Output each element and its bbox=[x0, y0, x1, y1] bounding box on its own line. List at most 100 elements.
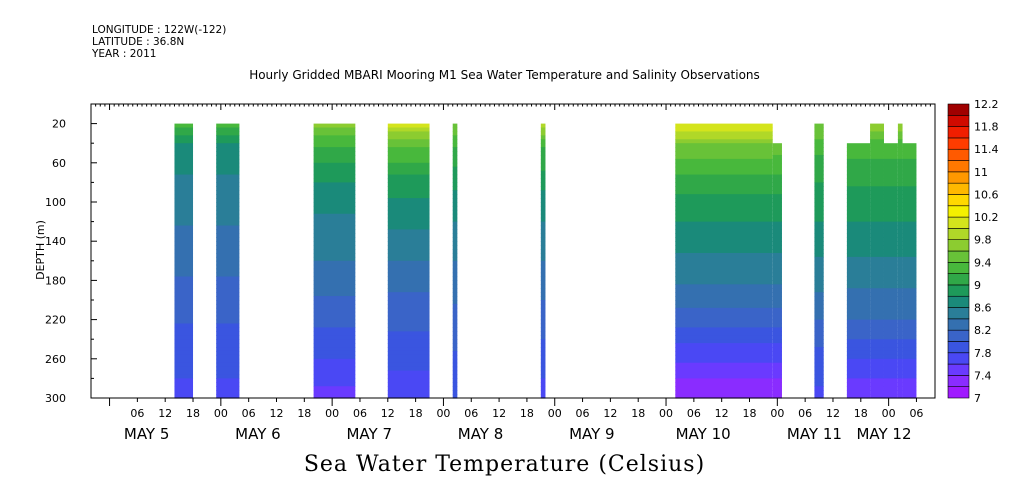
temperature-cell bbox=[313, 131, 356, 136]
temperature-cell bbox=[387, 221, 430, 227]
temperature-cell bbox=[814, 229, 824, 234]
temperature-cell bbox=[174, 225, 194, 231]
temperature-cell bbox=[313, 158, 356, 164]
temperature-cell bbox=[216, 158, 240, 164]
temperature-cell bbox=[883, 158, 898, 164]
temperature-cell bbox=[174, 307, 194, 313]
temperature-cell bbox=[216, 190, 240, 195]
temperature-cell bbox=[870, 154, 884, 160]
temperature-cell bbox=[846, 331, 871, 336]
colorbar-label: 8.2 bbox=[974, 324, 992, 337]
temperature-cell bbox=[313, 213, 356, 219]
temperature-cell bbox=[675, 174, 773, 180]
temperature-cell bbox=[814, 143, 824, 148]
colorbar-label: 8.6 bbox=[974, 302, 992, 315]
temperature-cell bbox=[814, 296, 824, 301]
temperature-cell bbox=[387, 217, 430, 223]
temperature-cell bbox=[174, 131, 194, 136]
temperature-cell bbox=[897, 264, 903, 270]
temperature-cell bbox=[897, 233, 903, 238]
temperature-cell bbox=[174, 249, 194, 254]
temperature-cell bbox=[452, 139, 458, 144]
temperature-cell bbox=[174, 194, 194, 199]
colorbar-swatch bbox=[947, 329, 970, 342]
temperature-cell bbox=[870, 245, 884, 250]
temperature-cell bbox=[814, 300, 824, 305]
temperature-cell bbox=[883, 209, 898, 215]
temperature-cell bbox=[883, 343, 898, 348]
temperature-cell bbox=[897, 139, 903, 144]
y-tick-label: 260 bbox=[45, 353, 66, 366]
temperature-cell bbox=[540, 151, 546, 156]
temperature-cell bbox=[870, 358, 884, 364]
temperature-cell bbox=[313, 292, 356, 297]
temperature-cell bbox=[883, 280, 898, 285]
temperature-cell bbox=[675, 205, 773, 211]
temperature-cell bbox=[870, 319, 884, 325]
temperature-cell bbox=[216, 237, 240, 242]
temperature-cell bbox=[814, 394, 824, 399]
temperature-cell bbox=[174, 209, 194, 215]
colorbar-label: 10.2 bbox=[974, 211, 999, 224]
temperature-cell bbox=[814, 327, 824, 332]
temperature-cell bbox=[772, 182, 782, 187]
temperature-cell bbox=[313, 366, 356, 372]
temperature-cell bbox=[540, 331, 546, 336]
temperature-cell bbox=[902, 154, 917, 160]
temperature-cell bbox=[174, 202, 194, 207]
temperature-cell bbox=[452, 241, 458, 246]
temperature-cell bbox=[174, 252, 194, 258]
temperature-cell bbox=[772, 198, 782, 203]
temperature-cell bbox=[452, 190, 458, 195]
temperature-cell bbox=[540, 303, 546, 309]
temperature-cell bbox=[772, 202, 782, 207]
temperature-cell bbox=[772, 280, 782, 285]
x-tick-label: 12 bbox=[381, 407, 395, 420]
x-tick-label: 00 bbox=[325, 407, 339, 420]
temperature-cell bbox=[540, 323, 546, 329]
temperature-cell bbox=[870, 151, 884, 156]
temperature-cell bbox=[216, 174, 240, 180]
temperature-cell bbox=[846, 166, 871, 172]
temperature-cell bbox=[772, 343, 782, 348]
temperature-cell bbox=[814, 147, 824, 152]
temperature-cell bbox=[387, 158, 430, 164]
temperature-cell bbox=[902, 174, 917, 180]
temperature-cell bbox=[772, 233, 782, 238]
temperature-cell bbox=[772, 194, 782, 199]
temperature-cell bbox=[540, 296, 546, 301]
temperature-cell bbox=[897, 178, 903, 183]
temperature-cell bbox=[870, 194, 884, 199]
temperature-cell bbox=[313, 386, 356, 391]
temperature-cell bbox=[174, 233, 194, 238]
temperature-cell bbox=[814, 151, 824, 156]
temperature-cell bbox=[216, 162, 240, 168]
temperature-cell bbox=[387, 233, 430, 238]
temperature-cell bbox=[216, 347, 240, 352]
temperature-cell bbox=[897, 186, 903, 191]
temperature-cell bbox=[870, 382, 884, 387]
temperature-cell bbox=[675, 217, 773, 223]
colorbar-label: 11 bbox=[974, 166, 988, 179]
temperature-cell bbox=[883, 323, 898, 329]
temperature-cell bbox=[902, 319, 917, 325]
colorbar-label: 11.8 bbox=[974, 121, 999, 134]
temperature-cell bbox=[897, 174, 903, 180]
temperature-cell bbox=[452, 252, 458, 258]
temperature-cell bbox=[216, 366, 240, 372]
temperature-cell bbox=[772, 292, 782, 297]
temperature-cell bbox=[675, 194, 773, 199]
temperature-cell bbox=[883, 202, 898, 207]
temperature-cell bbox=[313, 225, 356, 231]
temperature-cell bbox=[387, 264, 430, 270]
temperature-cell bbox=[870, 139, 884, 144]
temperature-cell bbox=[452, 370, 458, 376]
temperature-cell bbox=[216, 300, 240, 305]
temperature-cell bbox=[897, 182, 903, 187]
x-tick-label: 00 bbox=[770, 407, 784, 420]
temperature-cell bbox=[883, 374, 898, 379]
temperature-cell bbox=[902, 162, 917, 168]
temperature-cell bbox=[540, 147, 546, 152]
temperature-cell bbox=[902, 315, 917, 321]
